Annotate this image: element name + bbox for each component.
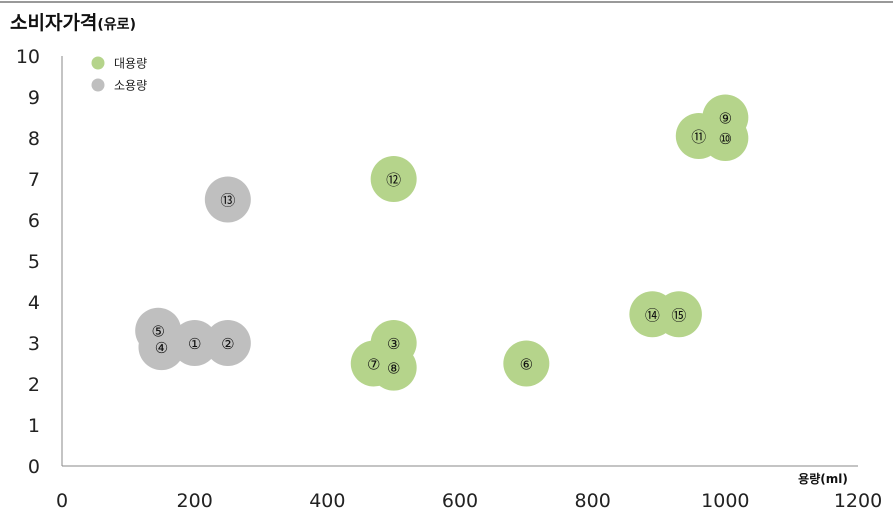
data-point-label: ① bbox=[188, 335, 201, 353]
y-tick-label: 2 bbox=[28, 374, 40, 396]
data-point-label: ⑤ bbox=[151, 323, 164, 341]
chart-title: 소비자가격(유로) bbox=[10, 12, 136, 34]
y-tick-label: 6 bbox=[28, 210, 40, 232]
data-point bbox=[503, 340, 550, 387]
y-tick-label: 3 bbox=[28, 333, 40, 355]
data-point-label: ⑥ bbox=[520, 356, 533, 374]
data-point bbox=[204, 320, 251, 366]
data-point-label: ④ bbox=[155, 339, 168, 357]
data-point bbox=[204, 176, 251, 223]
y-tick-label: 1 bbox=[28, 415, 40, 437]
x-axis-ticks: 0 200 400 600 800 1000 1200 bbox=[56, 490, 882, 512]
legend-marker bbox=[91, 78, 105, 92]
data-point bbox=[655, 291, 702, 338]
y-tick-label: 7 bbox=[28, 169, 40, 191]
data-point-label: ② bbox=[221, 335, 234, 353]
data-point-label: ⑩ bbox=[719, 130, 732, 148]
data-point-label: ⑫ bbox=[386, 171, 401, 189]
y-axis-ticks: 0 1 2 3 4 5 6 7 8 9 10 bbox=[16, 46, 40, 478]
data-point bbox=[702, 115, 749, 161]
x-tick-label: 1000 bbox=[701, 490, 749, 512]
x-tick-label: 400 bbox=[309, 490, 345, 512]
data-point-label: ⑮ bbox=[671, 306, 686, 324]
y-tick-label: 4 bbox=[28, 292, 40, 314]
x-tick-label: 800 bbox=[575, 490, 611, 512]
data-point-label: ⑨ bbox=[719, 110, 732, 128]
data-point-label: ⑪ bbox=[691, 128, 706, 146]
data-point bbox=[370, 344, 417, 391]
legend-marker bbox=[91, 56, 105, 70]
legend-label: 소용량 bbox=[114, 79, 147, 93]
y-tick-label: 5 bbox=[28, 251, 40, 273]
y-tick-label: 0 bbox=[28, 456, 40, 478]
data-point-label: ⑧ bbox=[387, 360, 400, 378]
x-tick-label: 0 bbox=[56, 490, 68, 512]
x-tick-label: 200 bbox=[177, 490, 213, 512]
data-point bbox=[171, 320, 218, 366]
data-point-label: ③ bbox=[387, 335, 400, 353]
x-tick-label: 600 bbox=[442, 490, 478, 512]
data-points: ⑫ ③⑦ ⑧ ⑥ ⑨⑪ ⑩ ⑭ ⑮ ⑬ ⑤④ ① ② bbox=[135, 94, 749, 391]
data-point-label: ⑦ bbox=[367, 356, 380, 374]
legend-label: 대용량 bbox=[114, 57, 147, 71]
chart-title-unit: (유로) bbox=[97, 17, 136, 33]
y-tick-label: 8 bbox=[28, 128, 40, 150]
y-tick-label: 10 bbox=[16, 46, 40, 68]
x-tick-label: 1200 bbox=[834, 490, 882, 512]
data-point bbox=[370, 156, 417, 202]
data-point-label: ⑬ bbox=[220, 192, 235, 210]
data-point-label: ⑭ bbox=[645, 306, 660, 324]
y-tick-label: 9 bbox=[28, 87, 40, 109]
x-axis-label: 용량(ml) bbox=[798, 471, 848, 486]
chart-title-main: 소비자가격 bbox=[10, 12, 97, 34]
